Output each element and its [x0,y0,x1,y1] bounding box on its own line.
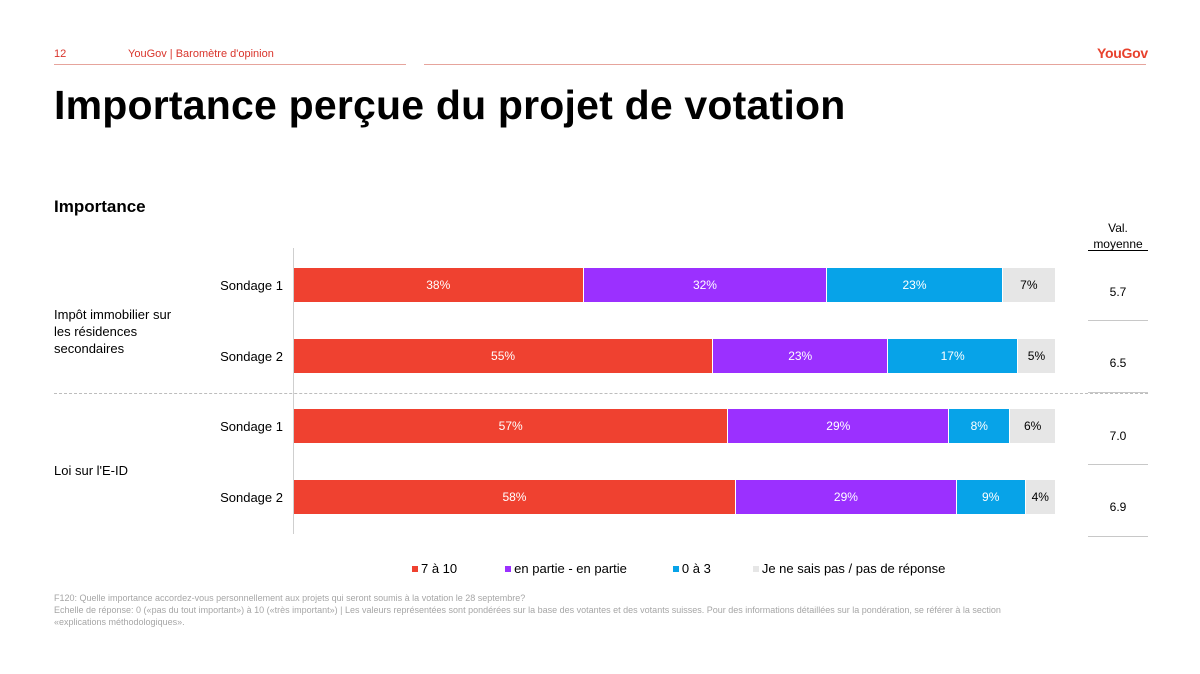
group-separator [54,393,1148,394]
footnote-methodology: «explications méthodologiques». [54,617,185,627]
group-label-line: Impôt immobilier sur [54,307,172,322]
row-label: Sondage 1 [220,419,283,434]
stacked-bar: 38% 32% 23% 7% [294,268,1056,302]
legend-swatch [412,565,418,572]
bar-segment: 58% [294,480,736,514]
bar-segment: 38% [294,268,584,302]
bar-segment: 23% [827,268,1003,302]
row-label: Sondage 2 [220,349,283,364]
legend-item: Je ne sais pas / pas de réponse [752,561,946,576]
legend-item: 0 à 3 [672,561,711,576]
footnote: F120: Quelle importance accordez-vous pe… [54,592,1154,628]
bar-segment: 32% [583,268,828,302]
bar-segment: 4% [1025,480,1056,514]
group-label-line: secondaires [54,341,125,356]
mean-header-underline [1088,250,1148,251]
stacked-bar: 58% 29% 9% 4% [294,480,1056,514]
stacked-bar: 55% 23% 17% 5% [294,339,1056,373]
mean-value: 7.0 [1109,429,1127,443]
mean-column-header: Val. moyenne [1088,220,1148,252]
report-source: YouGov | Baromètre d'opinion [128,48,274,60]
bar-segment: 57% [294,409,729,443]
group-label-line: les résidences [54,324,138,339]
mean-value: 5.7 [1109,285,1127,299]
group-label: Loi sur l'E-ID [54,462,214,479]
chart-axis-line [293,248,294,534]
group-label: Impôt immobilier sur les résidences second… [54,306,214,357]
chart-legend: 7 à 10 en partie - en partie 0 à 3 Je ne sa… [412,561,945,576]
mean-divider [1088,536,1148,537]
mean-divider [1088,464,1148,465]
bar-segment: 29% [735,480,957,514]
legend-item: en partie - en partie [505,561,627,576]
header-divider-right [424,64,1146,65]
bar-segment: 55% [294,339,714,373]
mean-divider [1088,392,1148,393]
bar-segment: 23% [713,339,889,373]
stacked-bar: 57% 29% 8% 6% [294,409,1056,443]
page-title: Importance perçue du projet de votation [54,82,846,128]
mean-divider [1088,320,1148,321]
legend-label: en partie - en partie [514,561,627,576]
chart-subtitle: Importance [54,197,146,216]
bar-segment: 6% [1010,409,1056,443]
bar-segment: 7% [1002,268,1056,302]
mean-value: 6.9 [1109,500,1127,514]
legend-label: Je ne sais pas / pas de réponse [761,561,946,576]
page-number: 12 [54,48,67,60]
mean-value: 6.5 [1109,356,1127,370]
legend-swatch [505,565,512,572]
mean-header-line-1: Val. [1108,221,1128,235]
legend-swatch [672,565,679,572]
row-label: Sondage 1 [220,278,283,293]
legend-label: 0 à 3 [681,561,711,576]
footnote-scale: Echelle de réponse: 0 («pas du tout impo… [54,605,1001,615]
footnote-question: F120: Quelle importance accordez-vous pe… [54,593,526,603]
legend-label: 7 à 10 [421,561,458,576]
bar-segment: 5% [1017,339,1056,373]
legend-swatch [752,565,759,572]
legend-item: 7 à 10 [412,561,457,576]
yougov-logo: YouGov [1097,45,1148,61]
row-label: Sondage 2 [220,490,283,505]
bar-segment: 8% [949,409,1011,443]
group-label-line: Loi sur l'E-ID [54,463,129,478]
bar-segment: 9% [956,480,1026,514]
bar-segment: 29% [728,409,950,443]
mean-header-line-2: moyenne [1093,237,1143,251]
header-divider-left [54,64,406,65]
bar-segment: 17% [888,339,1018,373]
